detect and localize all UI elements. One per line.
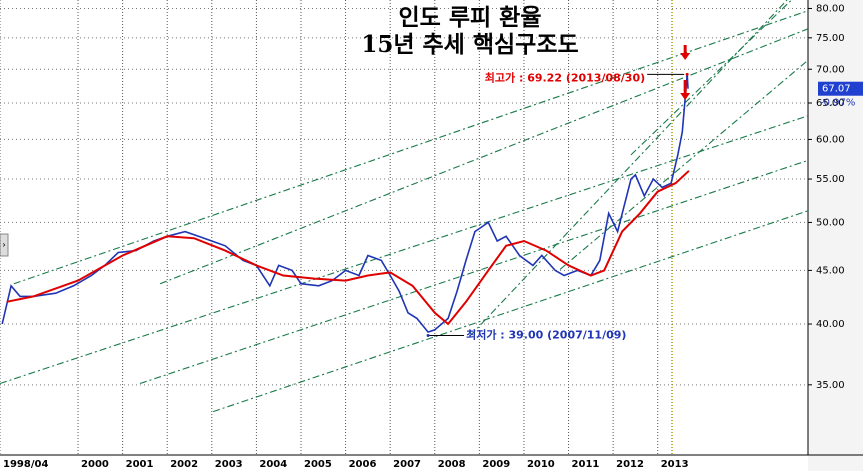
y-tick-label: 45.00 [816, 265, 845, 276]
arrow-head [680, 93, 691, 100]
low-point [426, 334, 430, 338]
chart-subtitle: 15년 추세 핵심구조도 [361, 31, 578, 58]
x-tick-label: 2013 [661, 459, 689, 470]
x-tick-label: 2009 [482, 459, 510, 470]
y-tick-label: 60.00 [816, 134, 845, 145]
low-annotation: 최저가 : 39.00 (2007/11/09) [466, 328, 626, 342]
y-tick-label: 35.00 [816, 380, 845, 391]
x-tick-label: 2003 [215, 459, 243, 470]
y-tick-label: 70.00 [816, 64, 845, 75]
y-tick-label: 80.00 [816, 3, 845, 14]
trend-channel [13, 10, 809, 285]
last-change-label: -0.97% [820, 98, 855, 109]
x-tick-label: 2000 [81, 459, 109, 470]
x-tick-label: 2012 [616, 459, 644, 470]
x-tick-label: 1998/04 [3, 459, 48, 470]
x-tick-label: 2008 [438, 459, 466, 470]
trend-channel [470, 0, 788, 336]
x-tick-label: 2010 [527, 459, 555, 470]
y-axis-panel [808, 0, 863, 471]
trend-channel [0, 115, 809, 385]
plot-area [0, 0, 809, 455]
trend-channel [139, 159, 809, 385]
series-line [6, 170, 690, 326]
x-tick-label: 2007 [393, 459, 421, 470]
x-tick-label: 2005 [304, 459, 332, 470]
arrow-head [680, 53, 691, 60]
y-tick-label: 75.00 [816, 33, 845, 44]
side-tab-icon: › [2, 241, 6, 251]
y-tick-label: 55.00 [816, 174, 845, 185]
trend-channel [159, 28, 809, 285]
x-tick-label: 2004 [259, 459, 287, 470]
trend-channel [630, 0, 792, 156]
last-value-box [818, 81, 863, 96]
high-point [685, 72, 689, 76]
y-tick-label: 50.00 [816, 217, 845, 228]
chart-title: 인도 루피 환율 [399, 4, 542, 31]
x-tick-label: 2002 [170, 459, 198, 470]
x-tick-label: 2011 [572, 459, 600, 470]
y-tick-label: 65.00 [816, 98, 845, 109]
y-tick-label: 40.00 [816, 319, 845, 330]
last-value-label: 67.07 [822, 84, 851, 95]
x-tick-label: 2001 [126, 459, 154, 470]
trend-channel [559, 59, 809, 270]
x-tick-label: 2006 [349, 459, 377, 470]
side-tab[interactable] [0, 233, 9, 257]
high-annotation: 최고가 : 69.22 (2013/08/30) [485, 70, 645, 84]
